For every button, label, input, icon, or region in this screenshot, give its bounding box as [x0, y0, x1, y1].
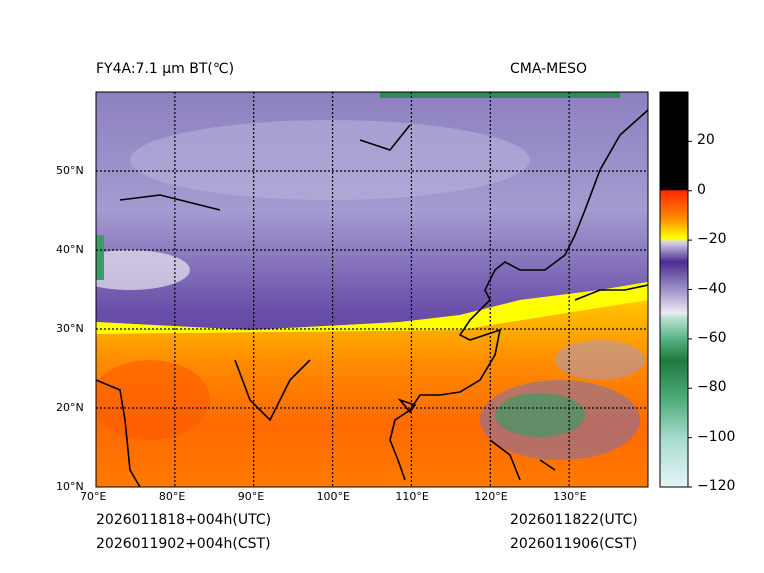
colorbar-tick-label: −100 — [697, 428, 736, 445]
lon-tick-label: 90°E — [237, 490, 265, 503]
lon-tick-label: 70°E — [80, 490, 107, 503]
init-time-utc: 2026011818+004h(UTC) — [96, 512, 272, 528]
lat-tick-label: 20°N — [56, 401, 84, 414]
colorbar-ticks — [688, 140, 692, 488]
lat-tick-label: 30°N — [56, 322, 84, 335]
colorbar-tick-label: −20 — [697, 231, 727, 248]
graticule — [96, 92, 648, 487]
valid-time-utc: 2026011822(UTC) — [510, 512, 638, 528]
colorbar-tick-label: −60 — [697, 329, 727, 346]
colorbar-tick-label: −80 — [697, 379, 727, 396]
init-time-cst: 2026011902+004h(CST) — [96, 536, 271, 552]
lon-tick-label: 100°E — [316, 490, 351, 503]
lat-tick-label: 50°N — [56, 164, 84, 177]
coastlines — [96, 109, 648, 487]
colorbar-tick-label: −120 — [697, 478, 736, 494]
brightness-temperature-field — [96, 92, 648, 487]
colorbar-tick-label: 0 — [697, 181, 706, 198]
model-title: CMA-MESO — [510, 61, 588, 77]
lon-tick-label: 130°E — [553, 490, 587, 503]
colorbar-tick-label: −40 — [697, 280, 727, 297]
lat-tick-label: 40°N — [56, 243, 84, 256]
lon-tick-label: 110°E — [395, 490, 429, 503]
lon-tick-label: 120°E — [474, 490, 508, 503]
lat-tick-label: 10°N — [56, 480, 84, 493]
colorbar — [659, 91, 689, 488]
product-title: FY4A:7.1 µm BT(℃) — [96, 61, 235, 77]
map-frame — [95, 91, 649, 488]
colorbar-tick-label: 20 — [697, 132, 715, 149]
valid-time-cst: 2026011906(CST) — [510, 536, 638, 552]
lon-tick-label: 80°E — [158, 490, 186, 503]
